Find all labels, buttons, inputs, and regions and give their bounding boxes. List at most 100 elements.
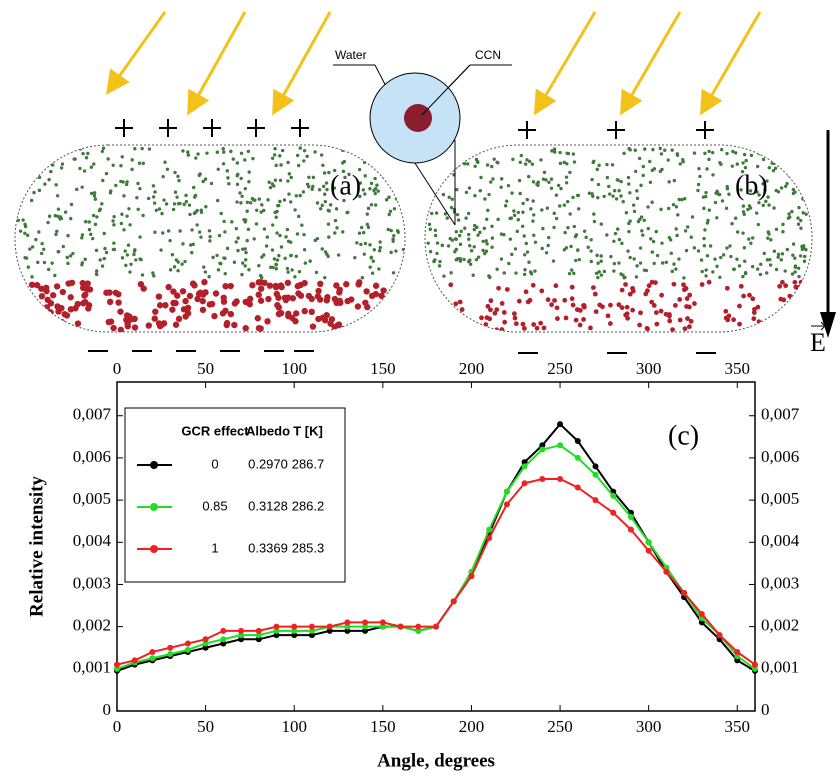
field-label: E bbox=[810, 328, 826, 357]
droplet bbox=[295, 232, 300, 236]
droplet bbox=[356, 279, 363, 286]
droplet bbox=[272, 153, 277, 157]
droplet bbox=[127, 207, 131, 211]
droplet bbox=[247, 180, 251, 184]
droplet bbox=[364, 156, 368, 161]
droplet bbox=[290, 268, 294, 272]
droplet bbox=[456, 154, 460, 159]
droplet bbox=[387, 306, 394, 313]
droplet bbox=[54, 232, 58, 237]
droplet bbox=[47, 177, 51, 182]
droplet bbox=[554, 305, 560, 311]
droplet bbox=[631, 203, 636, 207]
droplet bbox=[161, 174, 165, 179]
droplet bbox=[592, 159, 596, 163]
droplet bbox=[176, 269, 180, 273]
droplet bbox=[289, 295, 297, 302]
droplet bbox=[452, 207, 457, 212]
droplet bbox=[301, 307, 308, 315]
droplet bbox=[74, 320, 82, 327]
droplet bbox=[124, 182, 129, 187]
droplet bbox=[644, 268, 649, 273]
droplet bbox=[458, 256, 463, 261]
droplet bbox=[84, 219, 88, 224]
droplet bbox=[490, 236, 495, 240]
droplet bbox=[508, 237, 513, 241]
droplet bbox=[529, 207, 533, 211]
droplet bbox=[783, 269, 787, 273]
droplet bbox=[522, 253, 527, 257]
droplet bbox=[553, 150, 557, 154]
droplet bbox=[429, 303, 434, 309]
droplet bbox=[162, 198, 166, 202]
droplet bbox=[459, 229, 463, 234]
droplet bbox=[190, 228, 194, 232]
droplet bbox=[278, 154, 282, 158]
droplet bbox=[49, 169, 53, 174]
droplet bbox=[154, 208, 159, 212]
point bbox=[255, 636, 262, 643]
droplet bbox=[373, 203, 378, 207]
droplet bbox=[23, 175, 27, 179]
droplet bbox=[188, 212, 192, 217]
droplet bbox=[283, 256, 287, 261]
droplet bbox=[333, 299, 340, 307]
droplet bbox=[287, 172, 292, 176]
droplet bbox=[795, 159, 799, 163]
droplet bbox=[245, 238, 249, 243]
droplet bbox=[702, 206, 706, 211]
droplet bbox=[234, 226, 239, 231]
droplet bbox=[675, 233, 679, 238]
droplet bbox=[388, 162, 392, 166]
droplet bbox=[769, 151, 773, 155]
droplet bbox=[791, 253, 795, 257]
droplet bbox=[80, 185, 84, 189]
droplet bbox=[151, 271, 155, 275]
droplet bbox=[333, 218, 338, 223]
droplet bbox=[37, 230, 41, 234]
droplet bbox=[23, 224, 28, 229]
droplet bbox=[742, 152, 747, 157]
droplet bbox=[40, 164, 45, 168]
droplet bbox=[72, 157, 76, 161]
droplet bbox=[672, 303, 678, 308]
droplet bbox=[479, 175, 483, 180]
droplet bbox=[436, 291, 442, 297]
droplet bbox=[195, 223, 199, 227]
droplet bbox=[100, 149, 104, 154]
droplet bbox=[720, 199, 725, 203]
droplet bbox=[789, 310, 795, 316]
droplet bbox=[466, 211, 471, 216]
droplet bbox=[257, 197, 261, 201]
droplet bbox=[58, 217, 62, 221]
droplet bbox=[38, 285, 45, 292]
droplet bbox=[751, 310, 757, 316]
droplet bbox=[793, 270, 797, 274]
droplet bbox=[400, 198, 404, 203]
droplet bbox=[739, 188, 743, 192]
droplet bbox=[327, 170, 331, 175]
droplet bbox=[611, 194, 615, 198]
point bbox=[610, 492, 617, 499]
droplet bbox=[125, 214, 129, 218]
droplet bbox=[395, 279, 403, 286]
droplet bbox=[796, 222, 801, 226]
droplet bbox=[525, 299, 531, 305]
droplet bbox=[483, 322, 489, 327]
droplet bbox=[165, 283, 172, 291]
point bbox=[114, 661, 120, 668]
droplet bbox=[66, 234, 70, 238]
droplet bbox=[449, 271, 453, 275]
droplet bbox=[246, 149, 251, 154]
droplet bbox=[730, 221, 734, 226]
droplet bbox=[87, 220, 91, 224]
droplet bbox=[100, 264, 105, 268]
droplet bbox=[243, 247, 247, 251]
droplet bbox=[759, 262, 763, 266]
droplet bbox=[152, 201, 157, 205]
droplet bbox=[239, 201, 243, 205]
droplet bbox=[379, 158, 383, 163]
droplet bbox=[725, 246, 729, 250]
droplet bbox=[723, 308, 729, 314]
droplet bbox=[567, 271, 572, 276]
